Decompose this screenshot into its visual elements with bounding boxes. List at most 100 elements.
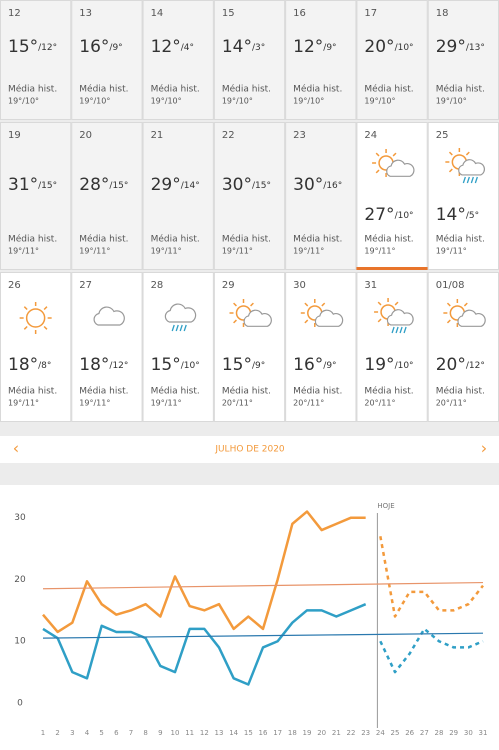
hist-value: 19°/11°	[293, 247, 324, 256]
rain-drop	[474, 176, 478, 184]
hist-label: Média hist.	[79, 234, 128, 245]
hist-value: 20°/11°	[364, 399, 395, 408]
day-number: 28	[151, 280, 164, 291]
min-temp: /9°	[109, 43, 122, 53]
day-number: 12	[8, 8, 21, 19]
x-tick-label: 13	[215, 729, 224, 737]
rain-drop	[395, 326, 399, 334]
day-cell: 19 31°/15° Média hist. 19°/11°	[0, 122, 72, 270]
sun	[25, 308, 46, 328]
max-temp: 30°	[293, 175, 323, 195]
max-temp: 27°	[364, 205, 394, 225]
x-tick-label: 16	[259, 729, 268, 737]
rain-drop	[462, 176, 466, 184]
rain-drop	[183, 324, 187, 332]
day-cell: 23 30°/16° Média hist. 19°/11°	[285, 122, 357, 270]
next-button[interactable]: ›	[481, 439, 487, 458]
min-temp: /3°	[252, 43, 265, 53]
temperature: 16°/9°	[79, 37, 122, 57]
max-temp: 20°	[364, 37, 394, 57]
temperature: 14°/5°	[436, 205, 479, 225]
day-cell: 28 15°/10° Média hist. 19°/11°	[142, 272, 214, 422]
x-tick-label: 28	[435, 729, 444, 737]
nav-bar	[0, 436, 499, 463]
month-title: JULHO DE 2020	[214, 445, 285, 455]
rain-drop	[403, 326, 407, 334]
hist-value: 19°/10°	[79, 97, 110, 106]
day-number: 30	[293, 280, 306, 291]
min-temp: /4°	[181, 43, 194, 53]
temperature: 15°/10°	[151, 355, 200, 375]
temperature: 31°/15°	[8, 175, 57, 195]
sun-ray	[233, 302, 237, 307]
cell-bg	[356, 0, 428, 120]
sun-ray	[43, 306, 48, 311]
rain-drop	[391, 326, 395, 334]
hist-label: Média hist.	[79, 84, 128, 95]
x-tick-label: 24	[376, 729, 385, 737]
x-tick-label: 27	[420, 729, 429, 737]
sun-ray	[375, 169, 380, 174]
hist-value: 19°/11°	[8, 247, 39, 256]
hist-label: Média hist.	[364, 386, 413, 397]
day-cell: 20 28°/15° Média hist. 19°/11°	[71, 122, 143, 270]
hist-value: 19°/10°	[8, 97, 39, 106]
series-line	[379, 536, 484, 618]
sun-ray	[463, 302, 468, 307]
cloud	[386, 159, 415, 177]
cell-bg	[142, 0, 214, 120]
x-tick-label: 4	[85, 729, 90, 737]
day-cell: 16 12°/9° Média hist. 19°/10°	[285, 0, 357, 120]
sun-ray	[448, 168, 453, 173]
temperature: 14°/3°	[222, 37, 265, 57]
day-cell: 17 20°/10° Média hist. 19°/10°	[356, 0, 428, 120]
hist-label: Média hist.	[436, 84, 485, 95]
x-tick-label: 10	[171, 729, 180, 737]
temperature: 15°/12°	[8, 37, 57, 57]
rain-drop	[466, 176, 470, 184]
day-number: 26	[8, 280, 21, 291]
day-cell: 12 15°/12° Média hist. 19°/10°	[0, 0, 72, 120]
x-tick-label: 12	[200, 729, 209, 737]
min-temp: /9°	[323, 43, 336, 53]
series-line	[379, 627, 484, 674]
y-tick-label: 20	[14, 575, 26, 585]
min-temp: /5°	[466, 211, 479, 221]
x-tick-label: 11	[185, 729, 194, 737]
sun-ray	[321, 302, 326, 307]
hist-label: Média hist.	[364, 84, 413, 95]
hist-value: 19°/11°	[151, 399, 182, 408]
hist-label: Média hist.	[364, 234, 413, 245]
min-temp: /10°	[395, 211, 414, 221]
day-number: 24	[364, 130, 377, 141]
max-temp: 16°	[79, 37, 109, 57]
day-cell: 29 15°/9° Média hist. 20°/11°	[213, 272, 286, 422]
day-number: 14	[151, 8, 164, 19]
day-number: 17	[364, 8, 377, 19]
day-number: 01/08	[436, 280, 465, 291]
hist-label: Média hist.	[8, 84, 57, 95]
cell-bg	[285, 272, 357, 422]
x-tick-label: 25	[391, 729, 400, 737]
temperature: 30°/15°	[222, 175, 271, 195]
x-tick-label: 26	[405, 729, 414, 737]
day-cell: 13 16°/9° Média hist. 19°/10°	[71, 0, 143, 120]
x-tick-label: 18	[288, 729, 297, 737]
sun-ray	[250, 302, 254, 307]
hist-value: 19°/11°	[364, 247, 395, 256]
sun-ray	[43, 325, 48, 330]
min-temp: /12°	[466, 361, 485, 371]
temperature: 20°/12°	[436, 355, 485, 375]
cloud	[164, 303, 197, 323]
day-number: 25	[436, 130, 449, 141]
hist-label: Média hist.	[8, 234, 57, 245]
hist-label: Média hist.	[222, 386, 271, 397]
cell-bg	[356, 272, 428, 422]
cloud	[458, 159, 486, 176]
hist-value: 20°/11°	[293, 399, 324, 408]
min-temp: /10°	[395, 361, 414, 371]
prev-button[interactable]: ‹	[13, 439, 19, 458]
sun-ray	[448, 151, 453, 156]
temperature: 27°/10°	[364, 205, 413, 225]
cell-bg	[213, 272, 286, 422]
